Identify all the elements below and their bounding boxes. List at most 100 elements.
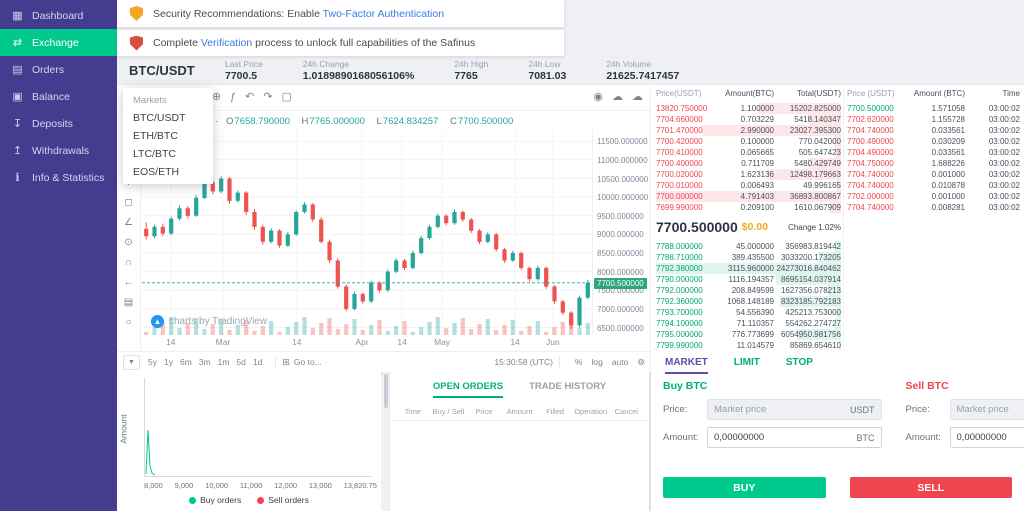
trade-row[interactable]: 7700.500000 1.571058 03:00:02 — [847, 103, 1020, 114]
ask-row[interactable]: 7700.000000 4.791403 36893.800867 — [656, 191, 841, 202]
sidebar-item-deposits[interactable]: ↧ Deposits — [0, 110, 117, 137]
tab-stop[interactable]: STOP — [785, 357, 813, 368]
fullscreen-icon[interactable]: ▢ — [281, 91, 292, 103]
zoom-tool-icon[interactable]: ⊙ — [124, 237, 133, 248]
bid-row[interactable]: 7799.990000 11.014579 85869.654610 — [656, 340, 841, 351]
measure-icon[interactable]: ∠ — [124, 217, 133, 228]
market-option-eth-btc[interactable]: ETH/BTC — [133, 130, 178, 142]
collapse-toolbar-button[interactable]: ▼ — [123, 354, 140, 370]
depth-plot-area[interactable] — [144, 378, 371, 477]
bid-row[interactable]: 7790.000000 1116.194357 8695154.037914 — [656, 274, 841, 285]
candlestick-chart[interactable] — [142, 130, 592, 335]
snapshot-camera-icon[interactable]: ◉ — [593, 91, 603, 103]
current-price-row: 7700.500000 $0.00 Change 1.02% — [656, 216, 841, 238]
trade-row[interactable]: 7704.750000 1.688226 03:00:02 — [847, 158, 1020, 169]
bid-row[interactable]: 7792.380000 3115.960000 24273016.840462 — [656, 263, 841, 274]
ask-row[interactable]: 7704.660000 0.703229 5418.140347 — [656, 114, 841, 125]
buy-button[interactable]: BUY — [663, 477, 826, 498]
ask-row[interactable]: 7701.470000 2.990000 23027.395300 — [656, 125, 841, 136]
range-button-3m[interactable]: 3m — [198, 357, 211, 367]
percent-scale-button[interactable]: % — [574, 357, 583, 367]
chart-clock[interactable]: 15:30:58 (UTC) — [494, 357, 553, 367]
bid-row[interactable]: 7795.000000 776.773699 6054950.981756 — [656, 329, 841, 340]
trade-row[interactable]: 7704.740000 0.033561 03:00:02 — [847, 125, 1020, 136]
pair-selector[interactable]: BTC/USDT — [129, 63, 195, 78]
sidebar-item-exchange[interactable]: ⇄ Exchange — [0, 29, 117, 56]
shapes-icon[interactable]: ◻ — [124, 197, 133, 208]
search-tool-icon[interactable]: ○ — [125, 317, 132, 328]
auto-scale-button[interactable]: auto — [611, 357, 629, 367]
bid-row[interactable]: 7793.700000 54.556390 425213.753000 — [656, 307, 841, 318]
open-orders-table-header: Time Buy / Sell Price Amount Filled Operation… — [390, 398, 649, 421]
stat-value: 1.0189890168056106% — [302, 70, 415, 82]
tab-limit[interactable]: LIMIT — [733, 357, 760, 368]
vertical-scrollbar[interactable] — [383, 372, 389, 511]
tab-open-orders[interactable]: OPEN ORDERS — [432, 381, 504, 398]
buy-amount-input[interactable] — [714, 432, 853, 443]
price-axis[interactable]: 11500.000000 11000.000000 10500.000000 1000… — [592, 130, 651, 335]
buy-price-input[interactable] — [714, 404, 846, 415]
sell-button[interactable]: SELL — [849, 477, 1012, 498]
undo-icon[interactable]: ↶ — [245, 91, 255, 103]
trade-row[interactable]: 7704.740000 0.001000 03:00:02 — [847, 169, 1020, 180]
bid-amount: 208.849599 — [731, 286, 774, 295]
tab-trade-history[interactable]: TRADE HISTORY — [529, 381, 607, 392]
ask-row[interactable]: 7699.990000 0.209100 1610.067909 — [656, 202, 841, 213]
magnet-icon[interactable]: ∩ — [124, 257, 133, 268]
bid-row[interactable]: 7794.100000 71.110357 554262.274727 — [656, 318, 841, 329]
trade-row[interactable]: 7702.620000 1.155728 03:00:02 — [847, 114, 1020, 125]
ask-price: 13820.750000 — [656, 104, 708, 113]
sidebar-item-label: Orders — [32, 63, 65, 76]
ask-row[interactable]: 13820.750000 1.100000 15202.825000 — [656, 103, 841, 114]
sidebar-item-info-statistics[interactable]: ℹ Info & Statistics — [0, 164, 117, 191]
sell-amount-input[interactable] — [956, 432, 1024, 443]
time-axis[interactable]: 14 Mar 14 Apr 14 May 14 Jun — [142, 337, 592, 349]
log-scale-button[interactable]: log — [591, 357, 603, 367]
axis-settings-gear-icon[interactable]: ⚙ — [637, 356, 645, 367]
sidebar-item-withdrawals[interactable]: ↥ Withdrawals — [0, 137, 117, 164]
trade-row[interactable]: 7704.740000 0.010878 03:00:02 — [847, 180, 1020, 191]
compare-icon[interactable]: ⊕ — [211, 91, 221, 103]
ask-row[interactable]: 7700.410000 0.065665 505.647423 — [656, 147, 841, 158]
scrollbar-thumb[interactable] — [384, 374, 388, 408]
range-button-6m[interactable]: 6m — [179, 357, 192, 367]
sidebar-item-dashboard[interactable]: ▦ Dashboard — [0, 2, 117, 29]
range-button-1m[interactable]: 1m — [217, 357, 230, 367]
two-factor-link[interactable]: Two-Factor Authentication — [322, 7, 445, 20]
market-option-btc-usdt[interactable]: BTC/USDT — [133, 112, 186, 124]
templates-icon[interactable]: ▤ — [123, 297, 134, 308]
price-axis-label: 8500.000000 — [597, 249, 644, 258]
ask-row[interactable]: 7700.400000 0.711709 5480.429749 — [656, 158, 841, 169]
sell-price-input[interactable] — [956, 404, 1024, 415]
ask-row[interactable]: 7700.010000 0.006493 49.996165 — [656, 180, 841, 191]
range-button-1d[interactable]: 1d — [252, 357, 263, 367]
ask-row[interactable]: 7700.420000 0.100000 770.042000 — [656, 136, 841, 147]
stat-label: Last Price — [225, 59, 263, 69]
tab-market[interactable]: MARKET — [665, 357, 708, 374]
trade-row[interactable]: 7704.490000 0.033561 03:00:02 — [847, 147, 1020, 158]
market-option-ltc-btc[interactable]: LTC/BTC — [133, 148, 176, 160]
verification-link[interactable]: Verification — [200, 37, 253, 49]
hide-drawings-icon[interactable]: ← — [123, 277, 134, 288]
range-button-5d[interactable]: 5d — [236, 357, 246, 367]
range-button-5y[interactable]: 5y — [148, 357, 157, 367]
trade-row[interactable]: 7704.740000 0.008281 03:00:02 — [847, 202, 1020, 213]
sidebar-item-orders[interactable]: ▤ Orders — [0, 56, 117, 83]
bid-row[interactable]: 7788.710000 389.435500 3033200.173205 — [656, 252, 841, 263]
goto-date-button[interactable]: ⊞ Go to... — [282, 356, 322, 367]
bid-row[interactable]: 7792.360000 1068.148189 8323185.792183 — [656, 296, 841, 307]
col-price-header: Price (USDT) — [847, 88, 895, 98]
trade-row[interactable]: 7700.490000 0.030209 03:00:02 — [847, 136, 1020, 147]
ask-total: 1610.067909 — [794, 203, 841, 212]
bid-row[interactable]: 7792.000000 208.849599 1627356.078213 — [656, 285, 841, 296]
trade-row[interactable]: 7702.000000 0.001000 03:00:02 — [847, 191, 1020, 202]
ask-row[interactable]: 7700.020000 1.623136 12498.179663 — [656, 169, 841, 180]
redo-icon[interactable]: ↷ — [263, 91, 273, 103]
cloud-save-icon[interactable]: ☁ — [632, 91, 643, 103]
market-option-eos-eth[interactable]: EOS/ETH — [133, 166, 180, 178]
indicators-icon[interactable]: ƒ — [229, 91, 237, 103]
sidebar-item-balance[interactable]: ▣ Balance — [0, 83, 117, 110]
range-button-1y[interactable]: 1y — [163, 357, 173, 367]
bid-row[interactable]: 7788.000000 45.000000 356983.819442 — [656, 241, 841, 252]
cloud-load-icon[interactable]: ☁ — [612, 91, 623, 103]
